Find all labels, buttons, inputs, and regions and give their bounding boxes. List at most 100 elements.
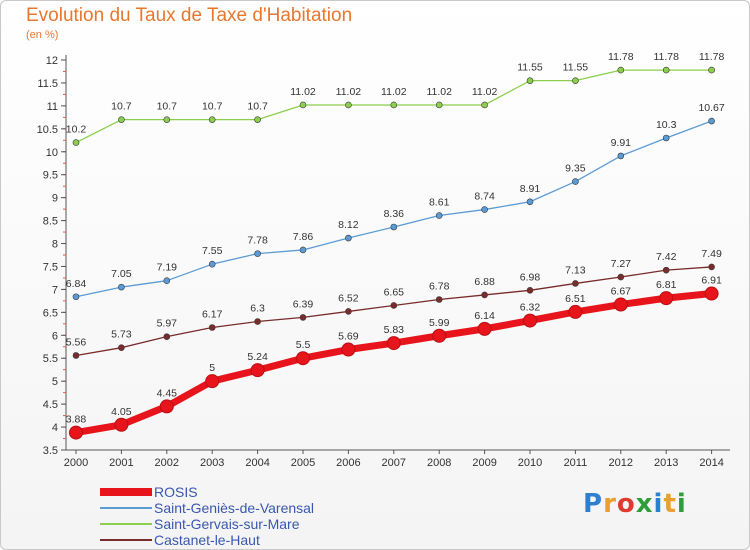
data-point bbox=[254, 116, 261, 123]
data-label: 7.05 bbox=[111, 268, 132, 280]
data-point bbox=[617, 66, 625, 74]
data-point bbox=[254, 250, 261, 257]
data-point bbox=[526, 77, 534, 84]
y-tick-label: 9 bbox=[52, 193, 58, 205]
data-point bbox=[345, 234, 352, 242]
series-saint-genies-de-varensal bbox=[72, 117, 715, 301]
y-tick-label: 4 bbox=[52, 422, 58, 434]
data-label: 6.32 bbox=[520, 302, 541, 314]
y-tick-label: 12 bbox=[46, 55, 58, 67]
x-tick-label: 2011 bbox=[564, 457, 588, 469]
data-label: 11.02 bbox=[290, 86, 316, 98]
chart-title: Evolution du Taux de Taxe d'Habitation bbox=[26, 5, 353, 26]
data-point bbox=[617, 273, 625, 281]
logo-letter: r bbox=[603, 489, 617, 519]
data-label: 7.27 bbox=[611, 258, 632, 270]
data-point bbox=[299, 314, 307, 321]
data-point bbox=[704, 286, 719, 301]
legend-label: Saint-Gervais-sur-Mare bbox=[154, 516, 300, 532]
y-tick-label: 10 bbox=[46, 147, 58, 159]
data-label: 11.55 bbox=[563, 62, 589, 74]
data-label: 6.3 bbox=[250, 303, 265, 315]
data-point bbox=[159, 399, 174, 414]
y-tick-label: 11.5 bbox=[37, 78, 58, 90]
data-point bbox=[708, 66, 715, 74]
data-label: 9.35 bbox=[565, 163, 586, 175]
legend-label: Castanet-le-Haut bbox=[154, 532, 260, 548]
data-point bbox=[526, 198, 534, 206]
data-label: 6.65 bbox=[384, 286, 405, 298]
data-point bbox=[708, 117, 715, 125]
data-point bbox=[250, 363, 265, 378]
y-tick-label: 3.5 bbox=[43, 445, 58, 457]
data-point bbox=[662, 266, 670, 274]
data-point bbox=[163, 277, 171, 284]
data-point bbox=[208, 324, 216, 331]
data-label: 10.2 bbox=[66, 124, 87, 136]
y-tick-label: 4.5 bbox=[43, 399, 58, 411]
data-label: 3.88 bbox=[66, 414, 87, 426]
x-tick-label: 2000 bbox=[64, 457, 88, 469]
legend-label: Saint-Geniès-de-Varensal bbox=[154, 500, 315, 516]
data-label: 5.5 bbox=[296, 339, 311, 351]
data-label: 8.61 bbox=[429, 197, 450, 209]
data-point bbox=[523, 313, 537, 328]
data-point bbox=[435, 101, 443, 109]
data-point bbox=[69, 425, 83, 440]
data-point bbox=[205, 374, 220, 389]
data-label: 7.78 bbox=[247, 235, 268, 247]
data-label: 8.36 bbox=[384, 208, 405, 220]
data-point bbox=[435, 296, 443, 303]
legend-swatch bbox=[100, 523, 152, 525]
y-axis-unit: (en %) bbox=[26, 29, 59, 41]
x-tick-label: 2001 bbox=[109, 457, 133, 469]
data-label: 11.78 bbox=[699, 51, 725, 63]
data-label: 8.12 bbox=[338, 219, 359, 231]
data-point bbox=[72, 293, 80, 301]
data-label: 7.55 bbox=[202, 245, 223, 257]
data-label: 5.24 bbox=[247, 351, 268, 363]
logo-letter: x bbox=[635, 489, 654, 519]
data-label: 6.78 bbox=[429, 281, 450, 293]
data-label: 6.88 bbox=[474, 276, 495, 288]
data-label: 7.86 bbox=[293, 231, 314, 243]
proxiti-logo: Proxiti bbox=[583, 489, 687, 519]
y-tick-label: 7 bbox=[52, 284, 58, 296]
data-label: 5.73 bbox=[111, 329, 132, 341]
data-point bbox=[659, 291, 674, 306]
y-tick-label: 7.5 bbox=[43, 261, 58, 273]
y-tick-label: 8.5 bbox=[43, 216, 58, 228]
data-label: 10.7 bbox=[111, 101, 132, 113]
data-point bbox=[481, 101, 488, 109]
data-label: 6.14 bbox=[474, 310, 495, 322]
data-point bbox=[572, 178, 579, 185]
axes: 3.544.555.566.577.588.599.51010.51111.51… bbox=[37, 55, 730, 469]
y-tick-label: 5 bbox=[52, 376, 58, 388]
data-label: 7.19 bbox=[157, 262, 178, 274]
data-label: 11.02 bbox=[381, 86, 407, 98]
series-saint-gervais-sur-mare bbox=[72, 66, 715, 146]
data-point bbox=[163, 333, 171, 340]
y-tick-label: 5.5 bbox=[43, 353, 58, 365]
data-label: 11.02 bbox=[426, 86, 452, 98]
data-label: 8.74 bbox=[474, 191, 495, 203]
data-label: 6.39 bbox=[293, 298, 314, 310]
data-label: 5.97 bbox=[157, 318, 178, 330]
data-label: 10.3 bbox=[656, 119, 677, 131]
series-rosis bbox=[69, 286, 719, 440]
data-label: 7.42 bbox=[656, 251, 677, 263]
data-label: 11.78 bbox=[608, 51, 634, 63]
data-label: 4.05 bbox=[111, 406, 132, 418]
data-label: 6.81 bbox=[656, 279, 677, 291]
data-label: 6.84 bbox=[66, 278, 87, 290]
data-point bbox=[118, 344, 125, 351]
y-tick-label: 6.5 bbox=[43, 307, 58, 319]
legend-swatch bbox=[100, 539, 152, 541]
data-point bbox=[118, 116, 125, 123]
data-point bbox=[299, 101, 307, 109]
data-label: 6.51 bbox=[565, 293, 586, 305]
data-label: 11.55 bbox=[517, 62, 543, 74]
data-point bbox=[296, 351, 310, 366]
data-label: 10.67 bbox=[698, 102, 724, 114]
data-point bbox=[662, 66, 670, 74]
